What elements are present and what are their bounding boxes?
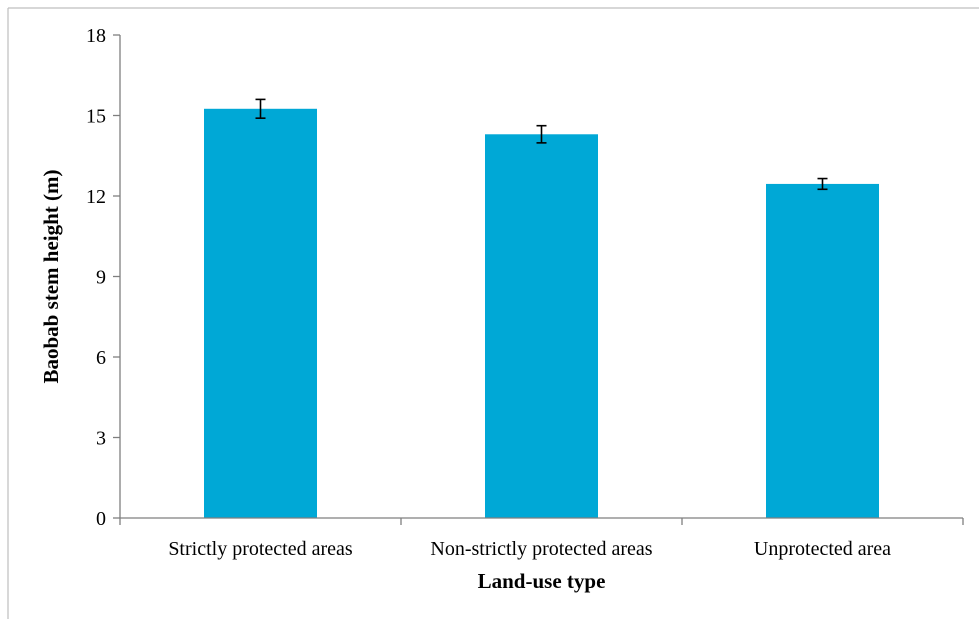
x-category-label: Unprotected area [754,538,891,560]
error-bar-2 [536,124,547,144]
bar-2 [485,134,598,519]
bar-3 [766,183,879,519]
bars [204,108,879,519]
bar-1 [204,108,317,519]
y-tick-label: 3 [96,428,106,450]
x-category-label: Strictly protected areas [168,538,353,560]
y-tick-label: 18 [86,25,106,47]
x-category-label: Non-strictly protected areas [430,538,652,560]
y-axis-ticks: 0 3 6 9 12 15 18 [86,25,120,530]
error-bar-1 [255,98,266,119]
x-axis-ticks [119,518,964,525]
error-bars [255,98,828,191]
y-axis-title: Baobab stem height (m) [39,169,63,383]
error-bar-3 [817,177,828,191]
y-tick-label: 15 [86,106,106,128]
y-tick-label: 6 [96,347,106,369]
y-tick-label: 12 [86,186,106,208]
y-tick-label: 9 [96,267,106,289]
x-axis-labels: Strictly protected areas Non-strictly pro… [168,538,891,560]
x-axis-title: Land-use type [478,569,606,593]
y-tick-label: 0 [96,508,106,530]
